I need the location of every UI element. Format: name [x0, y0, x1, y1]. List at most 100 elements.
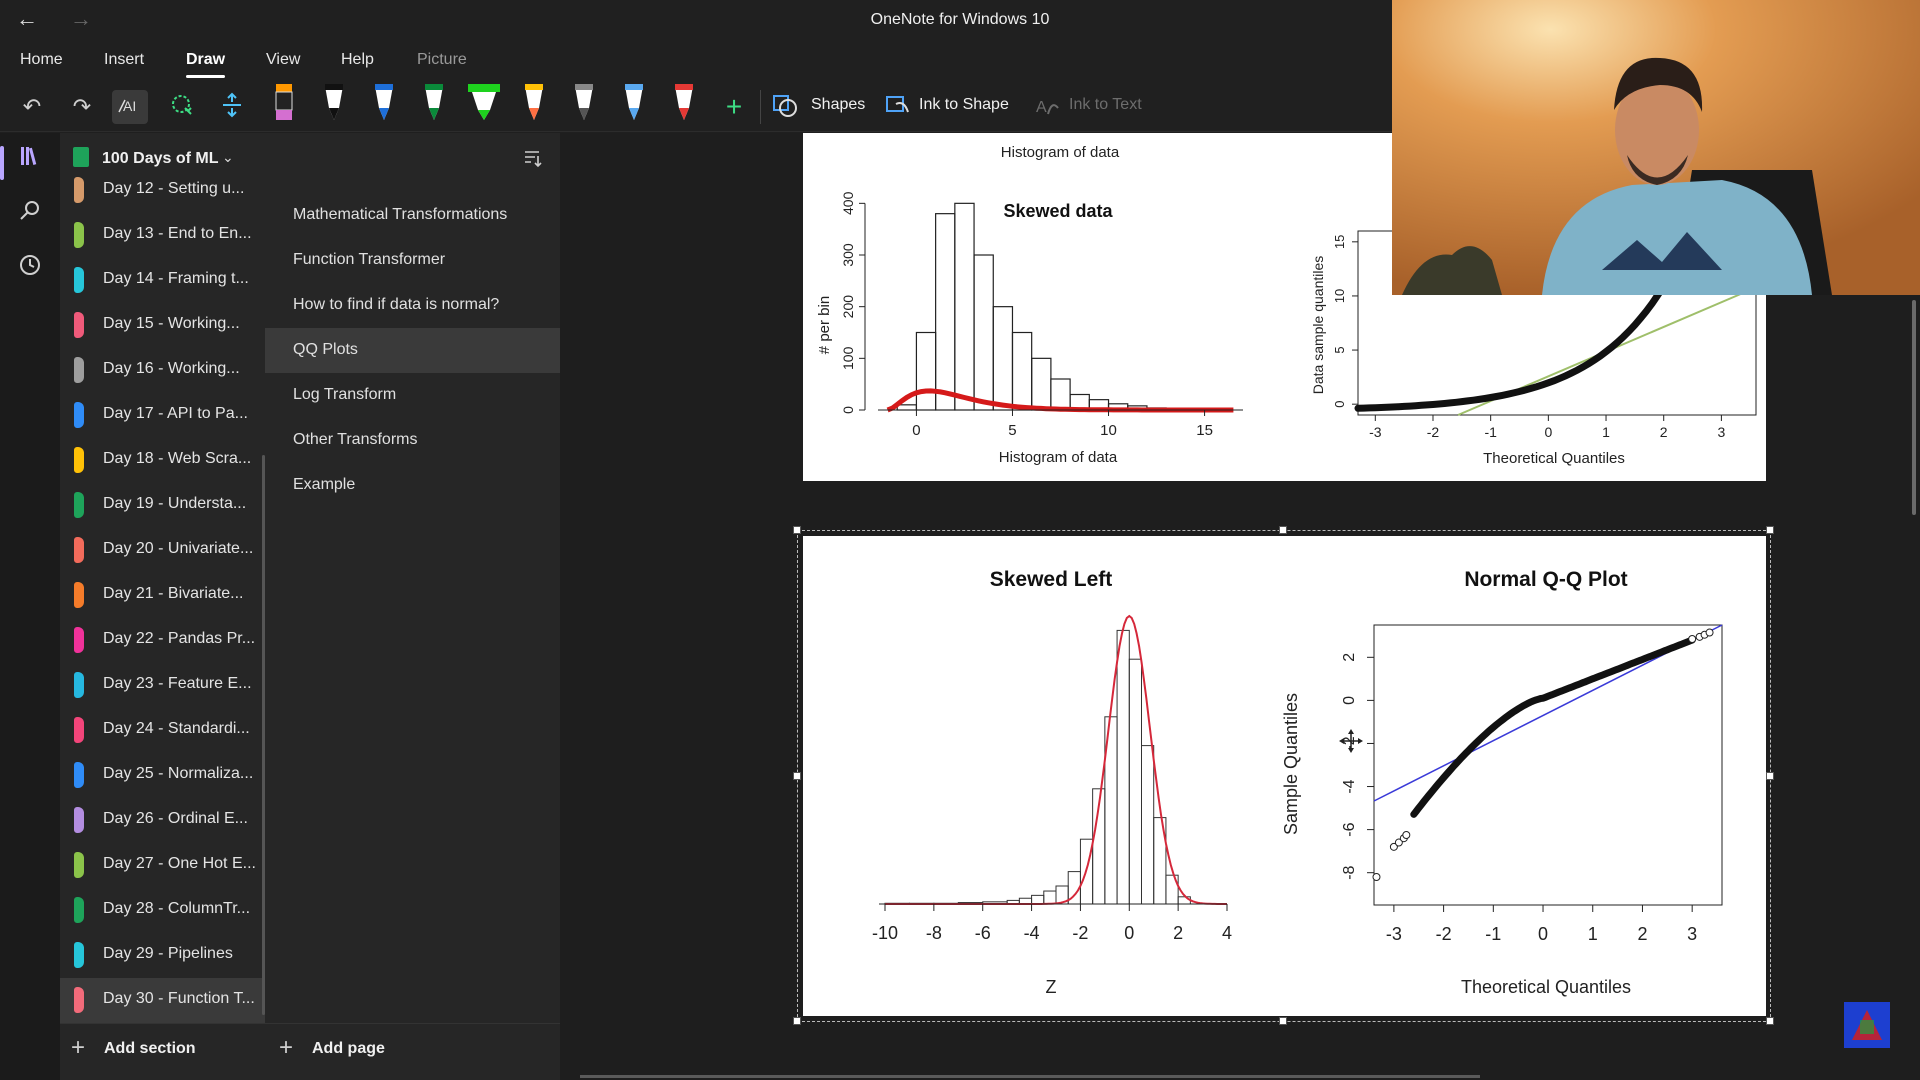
- section-item[interactable]: Day 21 - Bivariate...: [60, 573, 265, 618]
- tab-view[interactable]: View: [266, 51, 301, 68]
- resize-handle[interactable]: [1766, 526, 1774, 534]
- page-item[interactable]: How to find if data is normal?: [265, 283, 560, 328]
- section-item[interactable]: Day 12 - Setting u...: [60, 168, 265, 213]
- pen-red-icon[interactable]: [671, 82, 697, 122]
- add-section-button[interactable]: Add section: [104, 1040, 196, 1057]
- section-item[interactable]: Day 15 - Working...: [60, 303, 265, 348]
- add-page-button[interactable]: Add page: [312, 1040, 385, 1057]
- hist1-yticks: 0 100 200 300 400: [840, 191, 866, 414]
- resize-handle[interactable]: [1279, 1017, 1287, 1025]
- section-item[interactable]: Day 23 - Feature E...: [60, 663, 265, 708]
- page-item-selected[interactable]: QQ Plots: [265, 328, 560, 373]
- section-color-tab: [74, 717, 84, 743]
- resize-handle[interactable]: [793, 1017, 801, 1025]
- back-arrow-icon[interactable]: ←: [16, 6, 38, 31]
- page-item[interactable]: Function Transformer: [265, 238, 560, 283]
- qq1-xtick-label: -2: [1427, 424, 1440, 440]
- pen-blue-icon[interactable]: [371, 82, 397, 122]
- section-item[interactable]: Day 16 - Working...: [60, 348, 265, 393]
- highlighter-orange-icon[interactable]: [271, 82, 297, 122]
- image-selection-box[interactable]: [797, 530, 1771, 1022]
- notebook-selector[interactable]: 100 Days of ML: [102, 150, 219, 167]
- hist1-bar: [992, 306, 1014, 411]
- chevron-down-icon[interactable]: ⌄: [222, 149, 234, 165]
- qq2-xtick-label: -2: [1436, 924, 1452, 944]
- section-item[interactable]: Day 26 - Ordinal E...: [60, 798, 265, 843]
- tab-picture[interactable]: Picture: [417, 51, 467, 68]
- section-item[interactable]: Day 13 - End to En...: [60, 213, 265, 258]
- page-item[interactable]: Log Transform: [265, 373, 560, 418]
- section-item[interactable]: Day 19 - Understa...: [60, 483, 265, 528]
- section-item[interactable]: Day 29 - Pipelines: [60, 933, 265, 978]
- pen-black-icon[interactable]: [321, 82, 347, 122]
- hist2-xlabel: Z: [1046, 977, 1057, 997]
- ink-to-shape-icon[interactable]: [884, 94, 912, 118]
- ink-to-shape-button[interactable]: Ink to Shape: [919, 96, 1009, 113]
- lasso-select-icon[interactable]: [164, 90, 200, 124]
- add-space-icon[interactable]: [214, 90, 250, 124]
- notebooks-icon[interactable]: [14, 144, 46, 176]
- vertical-scrollbar[interactable]: [1912, 300, 1916, 515]
- section-item[interactable]: Day 20 - Univariate...: [60, 528, 265, 573]
- resize-handle[interactable]: [1279, 526, 1287, 534]
- qq2-outlier-point: [1402, 831, 1411, 839]
- undo-icon[interactable]: ↶: [22, 94, 42, 119]
- tab-insert[interactable]: Insert: [104, 51, 145, 68]
- section-label: Day 12 - Setting u...: [103, 180, 245, 197]
- recent-notes-icon[interactable]: [14, 253, 46, 285]
- tab-help[interactable]: Help: [341, 51, 374, 68]
- sort-icon[interactable]: [522, 148, 542, 168]
- section-color-tab: [74, 942, 84, 968]
- plus-icon[interactable]: +: [71, 1034, 86, 1061]
- notebook-header: [60, 133, 560, 183]
- tab-draw[interactable]: Draw: [186, 51, 226, 78]
- section-item-selected[interactable]: Day 30 - Function T...: [60, 978, 265, 1023]
- tab-home[interactable]: Home: [20, 51, 63, 68]
- resize-handle[interactable]: [1766, 1017, 1774, 1025]
- pen-galaxy-icon[interactable]: [521, 82, 547, 122]
- section-item[interactable]: Day 25 - Normaliza...: [60, 753, 265, 798]
- section-item[interactable]: Day 22 - Pandas Pr...: [60, 618, 265, 663]
- qq2-ytick-label: -2: [1341, 736, 1358, 750]
- qq2-ytick-label: -6: [1341, 822, 1358, 836]
- shapes-button[interactable]: Shapes: [811, 96, 866, 113]
- page-item[interactable]: Other Transforms: [265, 418, 560, 463]
- shapes-icon[interactable]: [772, 94, 800, 118]
- section-item[interactable]: Day 17 - API to Pa...: [60, 393, 265, 438]
- resize-handle[interactable]: [1766, 772, 1774, 780]
- type-select-icon[interactable]: AI: [112, 90, 148, 124]
- plus-icon[interactable]: +: [279, 1034, 294, 1061]
- hist1-xtick-label: 10: [1100, 422, 1117, 439]
- page-item[interactable]: Example: [265, 463, 560, 508]
- qq2-outlier-point: [1688, 635, 1697, 643]
- hist1-xticks: 0 5 10 15: [912, 410, 1213, 439]
- hist2-xtick-label: 0: [1124, 923, 1134, 943]
- search-icon[interactable]: [14, 198, 46, 230]
- resize-handle[interactable]: [793, 772, 801, 780]
- image-bottom[interactable]: Skewed Left -10 -8 -6 -4 -2 0 2 4 Z Normal Q-Q …: [803, 536, 1766, 1016]
- add-pen-icon[interactable]: +: [725, 91, 743, 122]
- qq1-ytick-label: 10: [1332, 289, 1347, 303]
- qq2-xtick-label: 1: [1588, 924, 1598, 944]
- section-item[interactable]: Day 18 - Web Scra...: [60, 438, 265, 483]
- page-list: Mathematical Transformations Function Tr…: [265, 183, 560, 1023]
- pen-lightblue-icon[interactable]: [621, 82, 647, 122]
- hist1-ytick-label: 100: [840, 346, 856, 370]
- resize-handle[interactable]: [793, 526, 801, 534]
- pencil-grey-icon[interactable]: [571, 82, 597, 122]
- redo-icon[interactable]: ↷: [72, 94, 92, 119]
- highlighter-green-icon[interactable]: [466, 82, 502, 122]
- rail-active-indicator: [0, 146, 4, 180]
- qq2-yticks: 2 0 -2 -4 -6 -8: [1341, 653, 1374, 880]
- section-item[interactable]: Day 24 - Standardi...: [60, 708, 265, 753]
- horizontal-scrollbar[interactable]: [580, 1075, 1480, 1078]
- section-item[interactable]: Day 27 - One Hot E...: [60, 843, 265, 888]
- hist1-ytick-label: 0: [840, 406, 856, 414]
- section-item[interactable]: Day 28 - ColumnTr...: [60, 888, 265, 933]
- pen-green-icon[interactable]: [421, 82, 447, 122]
- section-label: Day 29 - Pipelines: [103, 945, 233, 962]
- page-item[interactable]: Mathematical Transformations: [265, 193, 560, 238]
- qq2-outlier-points: [1372, 628, 1714, 881]
- section-item[interactable]: Day 14 - Framing t...: [60, 258, 265, 303]
- section-scrollbar[interactable]: [262, 455, 265, 1015]
